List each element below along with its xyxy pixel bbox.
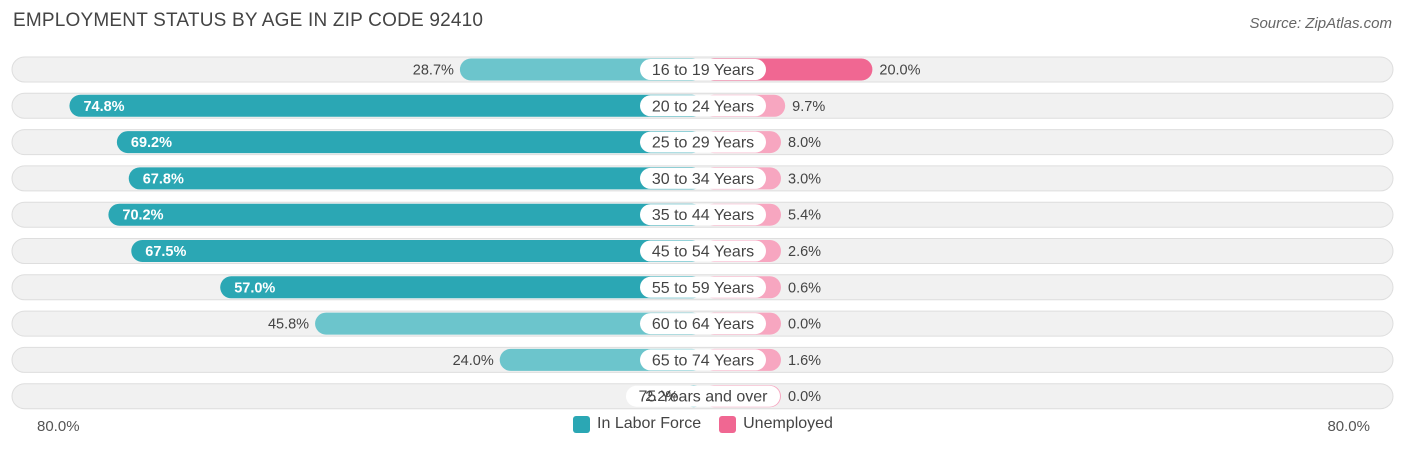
source-credit: Source: ZipAtlas.com (1249, 15, 1392, 32)
unemployed-value-35-to-44-years: 5.4% (788, 208, 821, 224)
labor-force-value-55-to-59-years: 57.0% (234, 280, 275, 296)
category-pill-45-to-54-years (640, 240, 766, 262)
unemployed-value-25-to-29-years: 8.0% (788, 135, 821, 151)
category-pill-30-to-34-years (640, 167, 766, 189)
labor-force-bar-55-to-59-years (220, 276, 703, 299)
category-pill-16-to-19-years (640, 59, 766, 80)
labor-force-value-35-to-44-years: 70.2% (122, 208, 163, 224)
labor-force-bar-20-to-24-years (69, 94, 704, 117)
category-label-65-to-74-years: 65 to 74 Years (652, 352, 754, 369)
left-axis-max-label: 80.0% (37, 418, 80, 435)
right-axis-max-label: 80.0% (1327, 418, 1370, 435)
category-label-20-to-24-years: 20 to 24 Years (652, 98, 754, 115)
unemployed-value-45-to-54-years: 2.6% (788, 244, 821, 260)
legend-label-labor-force: In Labor Force (597, 415, 702, 432)
legend-label-unemployed: Unemployed (743, 415, 833, 432)
unemployed-value-16-to-19-years: 20.0% (879, 63, 920, 79)
unemployed-value-60-to-64-years: 0.0% (788, 317, 821, 333)
labor-force-value-30-to-34-years: 67.8% (143, 171, 184, 187)
category-pill-25-to-29-years (640, 131, 766, 153)
category-label-35-to-44-years: 35 to 44 Years (652, 207, 754, 224)
category-pill-65-to-74-years (640, 349, 766, 371)
category-label-45-to-54-years: 45 to 54 Years (652, 244, 754, 261)
unemployed-value-20-to-24-years: 9.7% (792, 99, 825, 115)
labor-force-bar-60-to-64-years (315, 312, 703, 335)
employment-chart: 16 to 19 Years 28.7% 20.0% 20 to 24 Years 74… (11, 56, 1394, 410)
category-pill-55-to-59-years (640, 276, 766, 298)
category-label-60-to-64-years: 60 to 64 Years (652, 316, 754, 333)
category-label-75-years-and-over: 75 Years and over (639, 389, 769, 406)
legend-item-labor-force[interactable]: In Labor Force (573, 415, 701, 433)
labor-force-value-25-to-29-years: 69.2% (131, 135, 172, 151)
labor-force-value-16-to-19-years: 28.7% (413, 63, 454, 79)
unemployed-value-30-to-34-years: 3.0% (788, 171, 821, 187)
labor-force-value-20-to-24-years: 74.8% (83, 99, 124, 115)
labor-force-value-60-to-64-years: 45.8% (268, 317, 309, 333)
category-label-16-to-19-years: 16 to 19 Years (652, 62, 754, 79)
chart-title: EMPLOYMENT STATUS BY AGE IN ZIP CODE 924… (13, 10, 484, 31)
labor-force-bar-30-to-34-years (128, 167, 703, 190)
category-label-55-to-59-years: 55 to 59 Years (652, 280, 754, 297)
unemployed-value-75-years-and-over: 0.0% (788, 389, 821, 405)
labor-force-value-45-to-54-years: 67.5% (145, 244, 186, 260)
labor-force-swatch (573, 415, 591, 433)
labor-force-bar-45-to-54-years (131, 240, 703, 262)
category-pill-75-years-and-over (626, 385, 780, 407)
unemployed-swatch (719, 415, 737, 433)
category-label-30-to-34-years: 30 to 34 Years (652, 171, 754, 188)
legend-item-unemployed[interactable]: Unemployed (719, 415, 833, 433)
labor-force-bar-25-to-29-years (116, 131, 704, 154)
unemployed-value-55-to-59-years: 0.6% (788, 280, 821, 296)
category-pill-35-to-44-years (640, 204, 766, 226)
unemployed-value-65-to-74-years: 1.6% (788, 353, 821, 369)
labor-force-bar-35-to-44-years (108, 203, 703, 226)
category-pill-60-to-64-years (640, 313, 766, 335)
category-label-25-to-29-years: 25 to 29 Years (652, 135, 754, 152)
category-pill-20-to-24-years (640, 95, 766, 117)
legend: In Labor Force Unemployed (0, 415, 1406, 433)
labor-force-value-65-to-74-years: 24.0% (453, 353, 494, 369)
labor-force-value-75-years-and-over: 2.2% (645, 389, 678, 405)
